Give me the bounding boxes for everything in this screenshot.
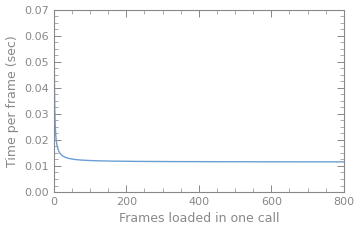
X-axis label: Frames loaded in one call: Frames loaded in one call bbox=[118, 213, 279, 225]
Y-axis label: Time per frame (sec): Time per frame (sec) bbox=[5, 35, 19, 167]
